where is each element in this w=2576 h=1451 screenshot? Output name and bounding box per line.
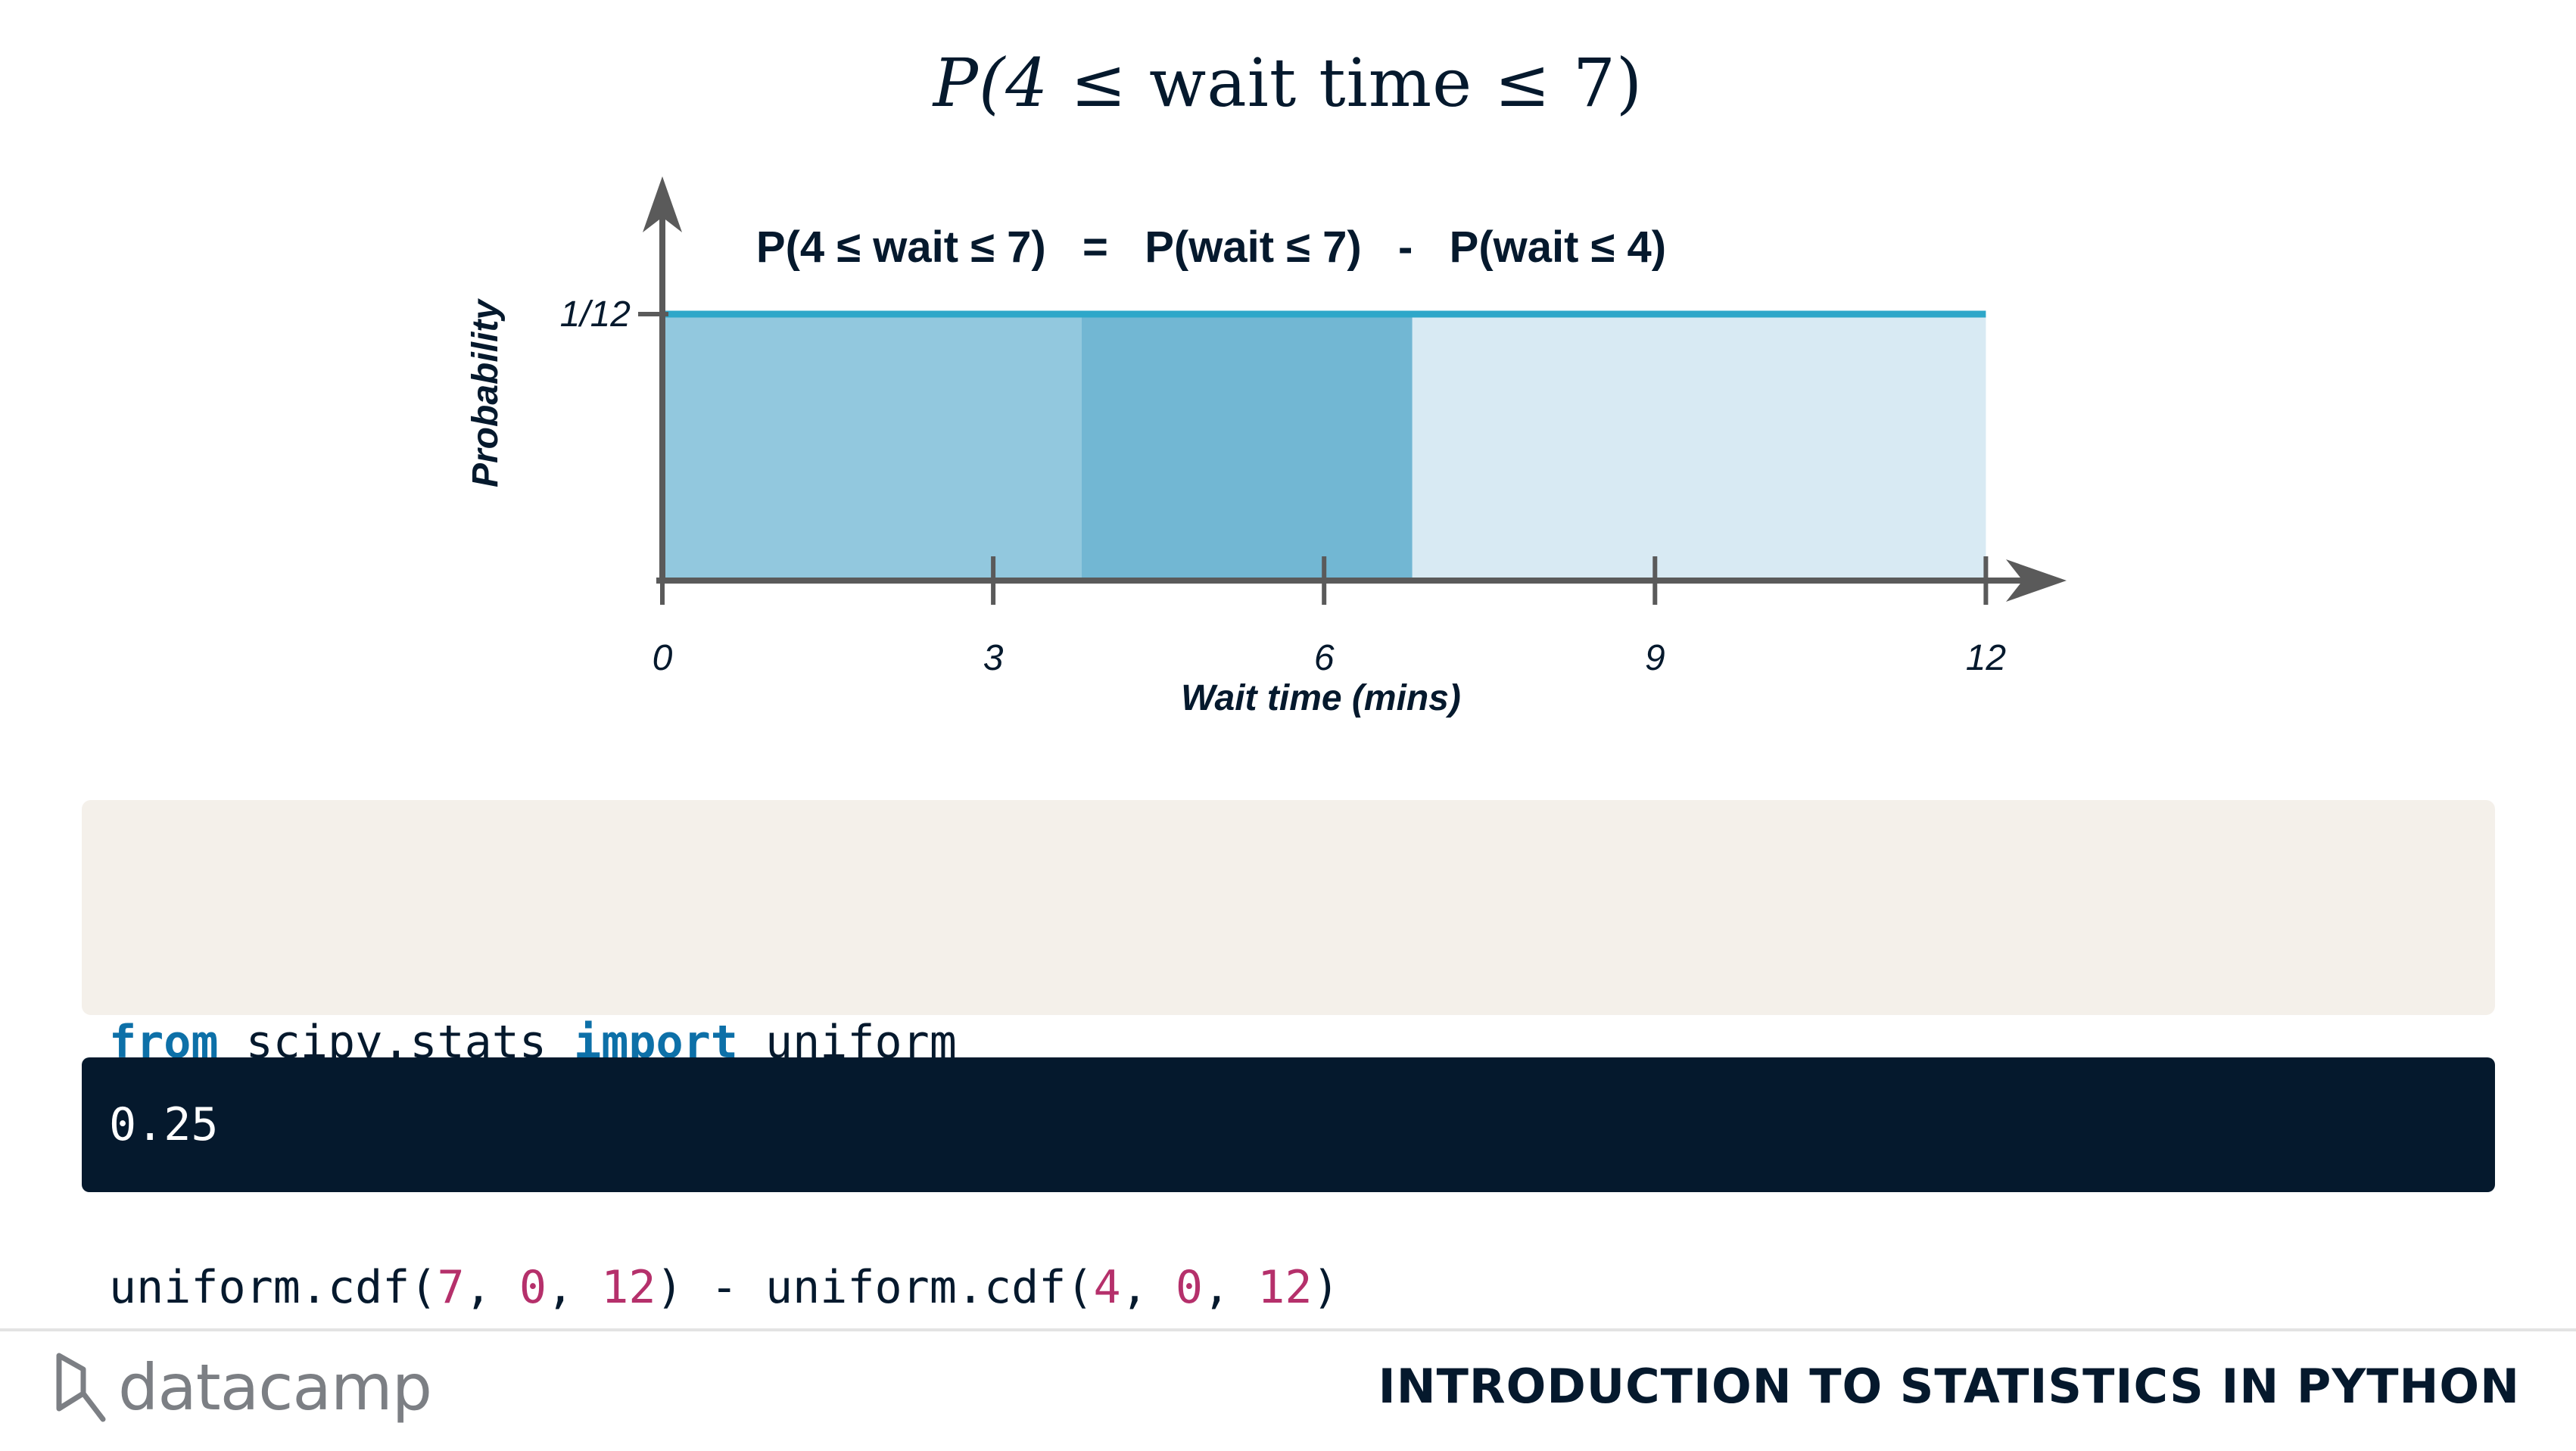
shaded-regions: [662, 314, 1986, 581]
title-middle: wait time: [1148, 44, 1473, 122]
code-text: ) - uniform.cdf(: [656, 1261, 1094, 1314]
code-line-cdf: uniform.cdf(7, 0, 12) - uniform.cdf(4, 0…: [109, 1247, 2468, 1328]
code-number: 7: [437, 1261, 465, 1314]
datacamp-logo: datacamp: [53, 1346, 432, 1429]
output-value: 0.25: [109, 1098, 219, 1151]
datacamp-logo-icon: [56, 1353, 106, 1422]
slide-title: P(4 ≤ wait time ≤ 7): [0, 44, 2576, 122]
x-axis-label: Wait time (mins): [1181, 678, 1461, 718]
code-number: 0: [1175, 1261, 1203, 1314]
tick-marks: 0 3 6 9 12 1/12: [560, 294, 2007, 678]
x-tick-label: 12: [1966, 638, 2006, 678]
code-text: ,: [546, 1261, 602, 1314]
uniform-distribution-chart: 0 3 6 9 12 1/12 P(4 ≤ wait ≤ 7) = P(wait ≤ 7)…: [424, 170, 2150, 746]
code-text: ): [1312, 1261, 1340, 1314]
code-text: ,: [1202, 1261, 1258, 1314]
code-number: 12: [1257, 1261, 1313, 1314]
x-tick-label: 9: [1645, 638, 1665, 678]
output-block: 0.25: [82, 1057, 2495, 1192]
x-axis-arrowhead: [2006, 559, 2067, 602]
code-number: 4: [1093, 1261, 1121, 1314]
shaded-region-3: [1412, 314, 1986, 581]
x-tick-label: 3: [983, 638, 1004, 678]
x-tick-label: 0: [653, 638, 673, 678]
code-text: ,: [464, 1261, 519, 1314]
code-text: uniform.cdf(: [109, 1261, 438, 1314]
chart-equation: P(4 ≤ wait ≤ 7) = P(wait ≤ 7) - P(wait ≤…: [756, 223, 1666, 272]
code-number: 0: [519, 1261, 547, 1314]
footer-divider: [0, 1328, 2576, 1331]
code-number: 12: [601, 1261, 656, 1314]
title-prefix: P(4 ≤: [933, 44, 1149, 122]
y-tick-label: 1/12: [560, 294, 631, 335]
shaded-region-2: [1081, 314, 1413, 581]
y-axis-arrowhead: [643, 176, 682, 232]
code-block: from scipy.stats import uniform uniform.…: [82, 800, 2495, 1314]
x-tick-label: 6: [1314, 638, 1335, 678]
datacamp-logo-text: datacamp: [118, 1350, 432, 1425]
y-axis-label: Probability: [466, 298, 506, 487]
title-suffix: ≤ 7): [1472, 44, 1643, 122]
shaded-region-1: [662, 314, 1082, 581]
course-title: INTRODUCTION TO STATISTICS IN PYTHON: [1378, 1359, 2520, 1414]
chart-svg: 0 3 6 9 12 1/12 P(4 ≤ wait ≤ 7) = P(wait ≤ 7)…: [466, 176, 2067, 718]
code-text: ,: [1120, 1261, 1176, 1314]
